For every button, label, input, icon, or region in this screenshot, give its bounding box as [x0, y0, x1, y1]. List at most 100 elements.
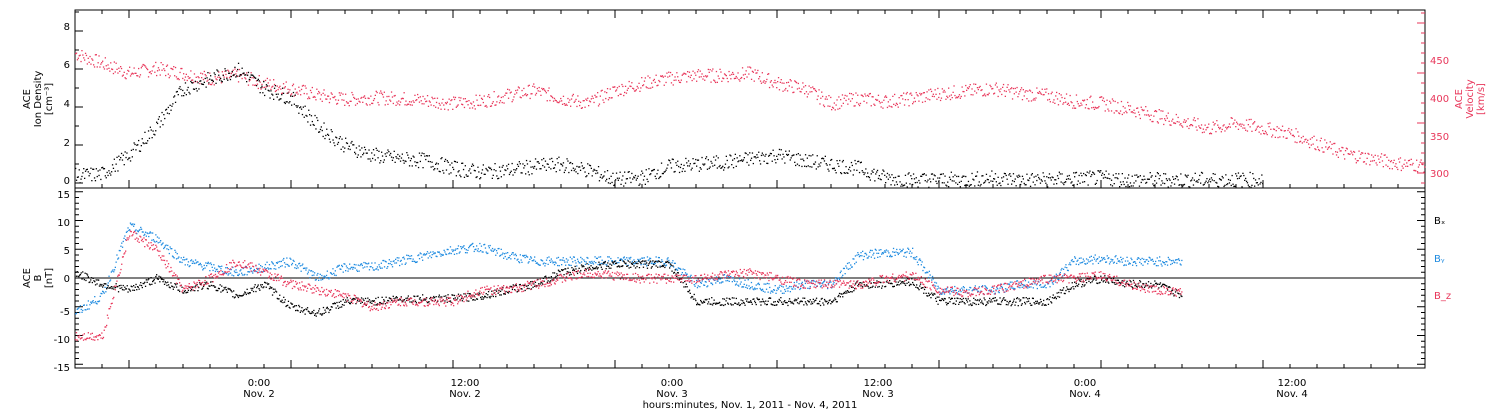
by-point [288, 265, 290, 267]
by-point [415, 261, 417, 263]
by-point [276, 262, 278, 264]
velocity-point [378, 104, 380, 106]
velocity-point [660, 75, 662, 77]
velocity-point [1369, 164, 1371, 166]
velocity-point [648, 87, 650, 89]
velocity-point [774, 79, 776, 82]
density-point [1148, 178, 1150, 180]
by-point [984, 285, 986, 287]
bx-point [276, 297, 278, 300]
by-point [351, 266, 353, 268]
bx-point [345, 301, 348, 303]
velocity-point [227, 69, 229, 71]
density-point [508, 173, 511, 176]
velocity-point [1248, 118, 1250, 121]
velocity-point [401, 97, 403, 99]
density-point [274, 85, 277, 87]
bx-point [432, 297, 434, 299]
by-point [843, 267, 845, 270]
by-point [395, 258, 397, 260]
by-point [83, 304, 85, 306]
density-point [326, 128, 328, 130]
by-point [96, 303, 98, 305]
density-point [322, 135, 324, 138]
velocity-point [291, 85, 294, 87]
density-point [810, 155, 812, 157]
by-point [1174, 262, 1176, 264]
by-point [642, 263, 645, 265]
density-point [1173, 178, 1175, 180]
by-point [646, 256, 649, 258]
density-point [659, 176, 661, 178]
by-point [153, 240, 155, 242]
density-point [1000, 184, 1002, 187]
by-point [248, 271, 251, 273]
by-point [295, 264, 297, 266]
by-point [802, 284, 804, 286]
velocity-point [1419, 161, 1421, 163]
density-point [216, 69, 218, 71]
by-point [940, 293, 942, 295]
velocity-point [255, 84, 257, 86]
density-point [318, 131, 320, 133]
by-point [846, 267, 848, 269]
velocity-point [941, 88, 943, 90]
bx-point [231, 291, 233, 293]
by-point [788, 287, 790, 289]
density-point [975, 175, 977, 177]
velocity-point [1131, 111, 1133, 113]
by-point [253, 268, 255, 271]
velocity-point [1144, 114, 1146, 116]
density-point [626, 178, 628, 180]
by-point [683, 274, 685, 276]
bx-point [330, 306, 332, 308]
density-point [218, 74, 220, 76]
bx-point [277, 298, 279, 300]
bx-point [125, 288, 128, 290]
by-point [534, 256, 536, 258]
density-point [1079, 182, 1081, 184]
density-point [606, 178, 608, 180]
density-point [252, 74, 254, 77]
velocity-point [399, 104, 401, 106]
density-point [866, 176, 868, 178]
by-point [341, 264, 343, 267]
bx-point [335, 307, 337, 309]
by-point [585, 261, 587, 263]
by-point [231, 274, 233, 276]
velocity-point [1321, 147, 1323, 149]
density-point [306, 115, 308, 117]
velocity-point [967, 87, 970, 90]
density-point [727, 167, 729, 169]
bx-point [181, 286, 183, 288]
by-point [1113, 261, 1115, 263]
velocity-point [954, 94, 956, 97]
density-point [552, 167, 555, 169]
velocity-point [521, 89, 523, 92]
by-point [105, 291, 107, 293]
velocity-point [579, 104, 581, 107]
velocity-point [517, 86, 520, 88]
bx-point [383, 300, 386, 302]
by-point [287, 265, 290, 267]
by-point [742, 286, 744, 288]
bx-point [314, 313, 317, 315]
by-point [169, 246, 171, 248]
velocity-point [569, 99, 571, 101]
by-point [619, 258, 622, 260]
by-point [314, 279, 317, 281]
velocity-point [649, 77, 651, 79]
density-point [710, 160, 712, 163]
velocity-point [791, 86, 793, 88]
density-point [643, 175, 646, 177]
by-point [256, 268, 259, 270]
by-point [768, 283, 770, 285]
velocity-point [191, 79, 193, 81]
by-point [329, 277, 331, 279]
by-point [1170, 263, 1172, 266]
velocity-point [463, 106, 466, 109]
density-point [522, 163, 524, 165]
velocity-point [1407, 165, 1409, 167]
by-point [280, 260, 282, 263]
velocity-point [1056, 98, 1059, 100]
